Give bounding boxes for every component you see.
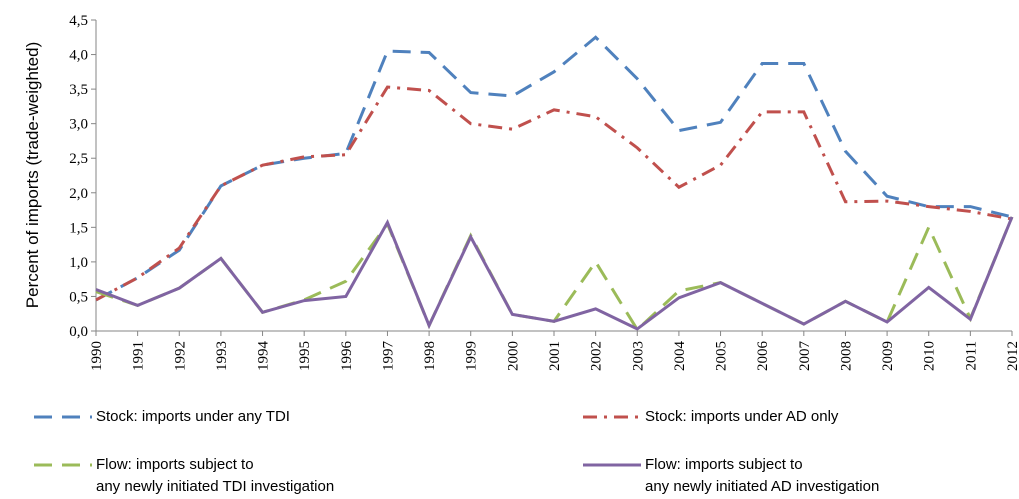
y-tick-label: 4,5 xyxy=(69,13,88,29)
y-tick-label: 1,0 xyxy=(69,255,88,271)
x-tick-label: 1996 xyxy=(339,341,355,372)
x-tick-label: 2009 xyxy=(880,341,896,371)
y-tick-label: 1,5 xyxy=(69,220,88,236)
x-tick-label: 1995 xyxy=(297,341,313,371)
x-tick-label: 2007 xyxy=(797,341,813,372)
y-tick-label: 0,0 xyxy=(69,324,88,340)
legend-label: Stock: imports under AD only xyxy=(645,408,839,425)
x-tick-label: 2000 xyxy=(505,341,521,371)
x-tick-label: 1999 xyxy=(464,341,480,371)
legend-label: Flow: imports subject to any newly initi… xyxy=(96,456,335,495)
x-tick-label: 2003 xyxy=(630,341,646,371)
y-tick-label: 3,0 xyxy=(69,117,88,133)
x-tick-label: 1992 xyxy=(172,341,188,371)
x-tick-label: 1998 xyxy=(422,341,438,371)
x-tick-label: 2001 xyxy=(547,341,563,371)
y-tick-label: 3,5 xyxy=(69,82,88,98)
y-tick-label: 4,0 xyxy=(69,48,88,64)
series-line xyxy=(95,85,1013,302)
x-tick-label: 2006 xyxy=(755,341,771,372)
legend-label: Stock: imports under any TDI xyxy=(96,408,290,425)
series-line xyxy=(95,216,1014,331)
x-tick-label: 1993 xyxy=(214,341,230,371)
y-tick-label: 0,5 xyxy=(69,289,88,305)
series-line xyxy=(95,35,1013,302)
y-axis-label: Percent of imports (trade-weighted) xyxy=(23,42,42,308)
x-tick-label: 2008 xyxy=(838,341,854,371)
y-tick-label: 2,5 xyxy=(69,151,88,167)
x-tick-label: 2012 xyxy=(1005,341,1019,371)
x-tick-label: 2002 xyxy=(589,341,605,371)
x-tick-label: 1990 xyxy=(89,341,105,371)
y-tick-label: 2,0 xyxy=(69,186,88,202)
x-tick-label: 1994 xyxy=(256,341,272,372)
x-tick-label: 1997 xyxy=(380,341,396,372)
x-tick-label: 2010 xyxy=(922,341,938,371)
x-tick-label: 2011 xyxy=(963,341,979,370)
x-tick-label: 1991 xyxy=(131,341,147,371)
x-tick-label: 2004 xyxy=(672,341,688,372)
legend-label: Flow: imports subject to any newly initi… xyxy=(645,456,880,495)
x-tick-label: 2005 xyxy=(714,341,730,371)
